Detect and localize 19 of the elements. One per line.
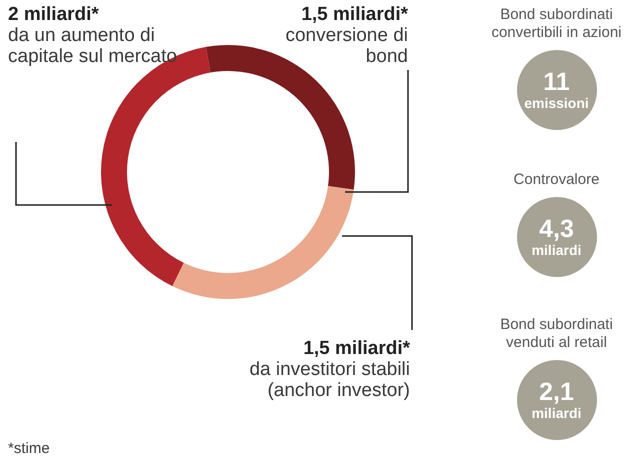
data-label: 2,1 [539,378,574,406]
category-label: Controvalore [512,171,600,189]
donut-slice [206,45,355,190]
data-label: 11 [543,68,570,96]
text: miliardi [532,242,582,258]
category-label: Bond subordinati convertibili in azioni [490,6,623,42]
donut-slice [101,46,210,286]
slice-label: conversione di bond [284,25,408,67]
donut-slice [172,186,354,299]
data-label: 4,3 [539,215,574,243]
data-label: 2 miliardi* [8,4,100,25]
data-label: 1,5 miliardi* [300,4,408,25]
category-label: Bond subordinati venduti al retail [499,316,614,352]
text: *stime [8,440,50,457]
slice-label: da investitori stabili (anchor investor) [248,359,410,401]
text: miliardi [532,405,582,421]
data-label: 1,5 miliardi* [302,338,410,359]
slice-label: da un aumento di capitale sul mercato [8,25,178,67]
text: emissioni [524,95,589,111]
